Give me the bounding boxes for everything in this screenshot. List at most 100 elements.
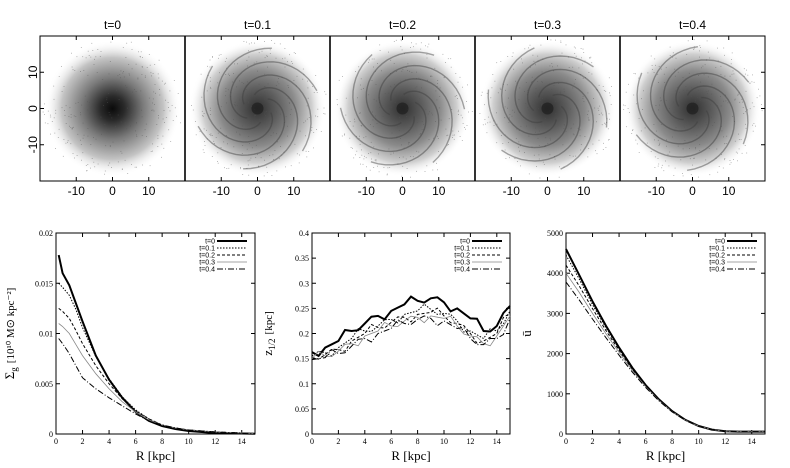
particle — [246, 148, 248, 150]
particle — [409, 70, 410, 72]
particle — [544, 146, 546, 147]
particle — [224, 167, 225, 169]
particle — [735, 79, 737, 81]
particle — [461, 140, 463, 141]
particle — [527, 106, 529, 108]
particle — [123, 140, 125, 142]
particle — [155, 92, 156, 94]
particle — [373, 98, 375, 100]
y-tick-label: 0 — [49, 430, 53, 439]
series-line — [311, 303, 511, 357]
particle — [201, 96, 203, 98]
particle — [139, 56, 141, 57]
spiral-arm — [635, 96, 723, 158]
particle — [733, 159, 734, 160]
particle — [81, 104, 83, 106]
particle — [131, 49, 133, 50]
particle — [313, 132, 315, 133]
x-tick-label: 4 — [617, 437, 621, 446]
particle — [423, 128, 425, 130]
particle — [531, 146, 533, 148]
particle — [551, 63, 553, 64]
particle — [241, 125, 243, 127]
particle — [720, 105, 722, 107]
particle — [269, 96, 271, 98]
y-axis-label: Σg [10¹⁰ M⊙ kpc⁻²] — [2, 288, 19, 380]
particle — [218, 54, 220, 56]
particle — [57, 137, 59, 138]
particle — [575, 79, 576, 80]
particle — [580, 149, 582, 151]
particle — [540, 44, 542, 46]
particle — [711, 93, 713, 95]
particle — [655, 105, 657, 106]
particle — [296, 75, 298, 77]
particle — [693, 157, 694, 159]
particle — [226, 102, 227, 104]
particle — [575, 155, 577, 157]
particle — [87, 164, 89, 165]
legend-label: t=0.1 — [199, 246, 215, 253]
particle — [90, 56, 92, 58]
particle — [294, 143, 296, 145]
particle — [99, 56, 101, 57]
particle — [269, 49, 271, 51]
particle — [212, 56, 213, 58]
particle — [167, 102, 169, 103]
particle — [109, 61, 111, 62]
particle — [496, 123, 498, 125]
particle — [146, 67, 148, 68]
particle — [272, 154, 274, 156]
particle — [220, 127, 222, 129]
particle — [159, 94, 161, 96]
particle — [458, 109, 459, 111]
particle — [438, 107, 440, 109]
particle — [149, 165, 151, 167]
particle — [666, 145, 667, 147]
y-tick-label: 0.4 — [299, 229, 309, 238]
particle — [58, 128, 60, 130]
particle — [292, 63, 293, 64]
particle — [406, 116, 408, 117]
x-tick-label: 14 — [493, 437, 501, 446]
spiral-arm — [203, 65, 274, 143]
particle — [243, 83, 245, 84]
particle — [369, 169, 371, 171]
particle — [560, 40, 562, 42]
particle — [388, 51, 389, 53]
particle — [67, 140, 69, 142]
y-tick-label: 0.005 — [35, 380, 53, 389]
particle — [591, 62, 593, 64]
particle — [375, 160, 377, 162]
particle — [264, 86, 266, 87]
particle — [608, 77, 610, 79]
series-line — [565, 272, 765, 432]
particle — [452, 137, 453, 138]
particle — [723, 136, 724, 138]
particle — [609, 92, 610, 94]
particle — [482, 124, 484, 126]
particle — [126, 128, 128, 130]
particle — [104, 124, 106, 125]
particle — [371, 58, 373, 60]
particle — [311, 129, 312, 131]
particle — [496, 112, 497, 114]
particle — [128, 64, 130, 65]
particle — [267, 55, 268, 57]
particle — [299, 130, 301, 132]
disk-image — [44, 40, 181, 177]
particle — [549, 154, 551, 156]
particle — [280, 146, 281, 147]
particle — [723, 47, 725, 49]
particle — [646, 142, 648, 144]
particle — [440, 119, 442, 121]
particle — [87, 109, 89, 111]
particle — [625, 91, 627, 93]
particle — [246, 60, 248, 61]
particle — [660, 68, 662, 70]
y-tick-label: 0 — [305, 430, 309, 439]
particle — [246, 168, 248, 169]
particle — [531, 76, 533, 78]
particle — [120, 121, 122, 123]
spiral-arm — [686, 85, 736, 171]
